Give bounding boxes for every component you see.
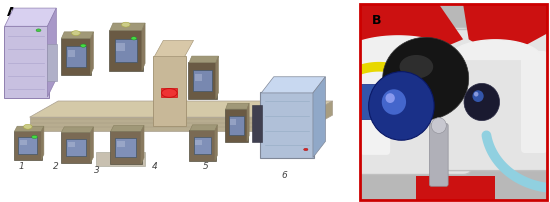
FancyBboxPatch shape — [14, 131, 42, 160]
Text: 5: 5 — [203, 162, 209, 171]
FancyBboxPatch shape — [230, 119, 236, 125]
Polygon shape — [91, 127, 94, 163]
Circle shape — [472, 90, 483, 102]
FancyBboxPatch shape — [441, 29, 550, 170]
Text: 1: 1 — [19, 162, 25, 171]
Text: 2: 2 — [53, 162, 59, 171]
Circle shape — [36, 29, 41, 32]
Circle shape — [474, 92, 478, 97]
FancyBboxPatch shape — [68, 49, 75, 57]
FancyBboxPatch shape — [47, 44, 57, 81]
Circle shape — [464, 83, 499, 121]
Bar — [416, 177, 495, 200]
FancyBboxPatch shape — [19, 137, 37, 154]
Polygon shape — [215, 125, 217, 161]
Circle shape — [80, 44, 86, 47]
FancyBboxPatch shape — [189, 130, 216, 161]
Polygon shape — [41, 126, 44, 160]
Polygon shape — [304, 101, 333, 131]
Text: 4: 4 — [151, 162, 157, 171]
Ellipse shape — [383, 37, 469, 120]
FancyBboxPatch shape — [430, 124, 448, 186]
Polygon shape — [110, 23, 145, 30]
Circle shape — [304, 148, 308, 151]
Text: 6: 6 — [282, 171, 287, 180]
Polygon shape — [91, 32, 94, 75]
Polygon shape — [226, 103, 249, 109]
Circle shape — [431, 118, 446, 133]
Ellipse shape — [399, 55, 433, 79]
Polygon shape — [141, 125, 144, 164]
FancyBboxPatch shape — [68, 142, 75, 147]
FancyBboxPatch shape — [359, 84, 381, 120]
Polygon shape — [190, 125, 217, 130]
Text: A: A — [7, 6, 16, 19]
FancyBboxPatch shape — [193, 70, 212, 91]
FancyBboxPatch shape — [195, 74, 202, 81]
Circle shape — [24, 124, 32, 129]
FancyBboxPatch shape — [60, 38, 91, 75]
Circle shape — [382, 89, 406, 115]
FancyBboxPatch shape — [225, 109, 248, 142]
FancyBboxPatch shape — [117, 43, 125, 50]
FancyBboxPatch shape — [229, 116, 244, 135]
Polygon shape — [30, 101, 333, 117]
FancyBboxPatch shape — [153, 56, 186, 126]
Polygon shape — [247, 103, 249, 141]
FancyBboxPatch shape — [195, 140, 202, 145]
FancyBboxPatch shape — [110, 131, 142, 164]
Circle shape — [122, 22, 130, 27]
Bar — [416, 182, 446, 200]
FancyBboxPatch shape — [66, 139, 86, 156]
FancyBboxPatch shape — [260, 92, 315, 158]
Circle shape — [72, 31, 80, 36]
FancyBboxPatch shape — [109, 30, 142, 71]
Polygon shape — [14, 126, 44, 131]
FancyBboxPatch shape — [20, 140, 27, 145]
Polygon shape — [155, 40, 194, 57]
FancyBboxPatch shape — [60, 132, 91, 163]
Polygon shape — [47, 8, 56, 97]
FancyBboxPatch shape — [117, 141, 125, 147]
Polygon shape — [62, 127, 94, 132]
Polygon shape — [261, 77, 326, 93]
FancyBboxPatch shape — [323, 27, 472, 175]
Circle shape — [368, 72, 434, 140]
Polygon shape — [463, 4, 547, 59]
Text: 3: 3 — [95, 166, 100, 175]
Polygon shape — [62, 32, 94, 38]
FancyBboxPatch shape — [162, 88, 177, 97]
FancyBboxPatch shape — [252, 105, 262, 142]
Polygon shape — [111, 125, 144, 131]
Polygon shape — [216, 56, 218, 99]
Polygon shape — [30, 117, 304, 131]
FancyBboxPatch shape — [96, 152, 145, 166]
Polygon shape — [189, 56, 218, 63]
Circle shape — [32, 135, 37, 139]
FancyBboxPatch shape — [194, 137, 211, 154]
Polygon shape — [4, 8, 56, 26]
Polygon shape — [313, 77, 326, 158]
Circle shape — [131, 37, 137, 40]
FancyBboxPatch shape — [116, 138, 136, 157]
Polygon shape — [360, 4, 463, 59]
Polygon shape — [142, 23, 145, 71]
Circle shape — [386, 93, 395, 103]
FancyBboxPatch shape — [521, 51, 547, 153]
FancyBboxPatch shape — [360, 49, 390, 155]
FancyBboxPatch shape — [189, 62, 217, 99]
Text: B: B — [371, 14, 381, 27]
FancyBboxPatch shape — [66, 46, 86, 67]
FancyBboxPatch shape — [115, 39, 137, 62]
FancyBboxPatch shape — [4, 26, 48, 98]
